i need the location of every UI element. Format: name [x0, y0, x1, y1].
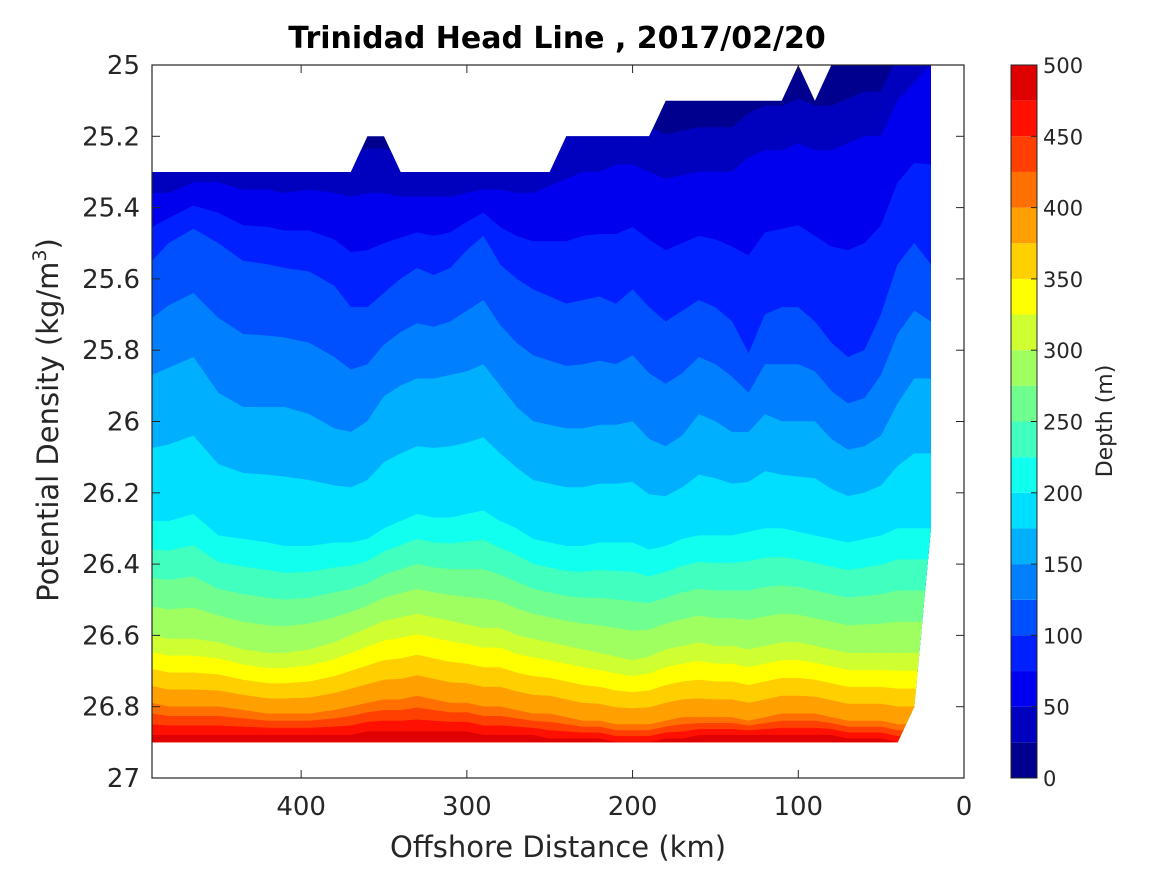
y-tick-label: 26.4	[82, 550, 140, 580]
colorbar-tick-label: 300	[1043, 339, 1083, 363]
colorbar-tick-label: 350	[1043, 268, 1083, 292]
y-tick-label: 26	[107, 408, 140, 438]
colorbar-swatch	[1011, 564, 1037, 600]
colorbar-tick-label: 50	[1043, 696, 1070, 720]
colorbar-tick-label: 200	[1043, 482, 1083, 506]
colorbar-swatch	[1011, 314, 1037, 351]
y-tick-label: 25	[107, 51, 140, 81]
y-tick-label: 25.2	[82, 122, 140, 152]
colorbar-swatch	[1011, 671, 1037, 707]
colorbar-swatch	[1011, 599, 1037, 636]
x-tick-label: 100	[773, 792, 823, 822]
x-tick-label: 0	[956, 792, 973, 822]
colorbar-tick-label: 400	[1043, 197, 1083, 221]
y-tick-label: 25.6	[82, 265, 140, 295]
contour-fill-group	[152, 65, 931, 743]
colorbar-swatch	[1011, 528, 1037, 565]
y-tick-label: 26.2	[82, 479, 140, 509]
colorbar-tick-label: 500	[1043, 54, 1083, 78]
chart-title: Trinidad Head Line , 2017/02/20	[288, 21, 825, 56]
colorbar-swatch	[1011, 385, 1037, 422]
colorbar-swatch	[1011, 100, 1037, 137]
colorbar-swatch	[1011, 65, 1037, 101]
y-tick-label: 27	[107, 764, 140, 794]
colorbar-swatch	[1011, 706, 1037, 743]
colorbar-swatch	[1011, 171, 1037, 208]
colorbar-swatch	[1011, 350, 1037, 386]
x-axis: 400 300 200 100 0	[276, 65, 972, 822]
y-tick-label: 26.6	[82, 621, 140, 651]
colorbar-swatch	[1011, 136, 1037, 172]
colorbar-tick-label: 250	[1043, 411, 1083, 435]
colorbar-tick-label: 450	[1043, 125, 1083, 149]
x-tick-label: 400	[276, 792, 326, 822]
colorbar-swatch	[1011, 207, 1037, 244]
y-axis: 25 25.2 25.4 25.6 25.8 26 26.2 26.4 26.6 26.8 27	[82, 51, 964, 794]
colorbar-tick-label: 100	[1043, 624, 1083, 648]
y-tick-label: 25.4	[82, 194, 140, 224]
colorbar: 0 50 100 150 200 250 300 350 400 450 500	[1010, 54, 1083, 791]
y-axis-label: Potential Density (kg/m3)	[29, 238, 65, 602]
colorbar-swatch	[1011, 421, 1037, 458]
colorbar-swatch	[1011, 492, 1037, 529]
colorbar-swatch	[1011, 243, 1037, 279]
colorbar-swatch	[1011, 635, 1037, 672]
y-tick-label: 25.8	[82, 336, 140, 366]
colorbar-swatch	[1011, 457, 1037, 493]
colorbar-swatch	[1011, 278, 1037, 315]
x-tick-label: 200	[608, 792, 658, 822]
x-axis-label: Offshore Distance (km)	[390, 830, 726, 864]
contour-band	[152, 731, 931, 743]
x-tick-label: 300	[442, 792, 492, 822]
colorbar-tick-label: 150	[1043, 553, 1083, 577]
colorbar-swatch	[1011, 742, 1037, 778]
colorbar-label: Depth (m)	[1093, 365, 1118, 478]
y-tick-label: 26.8	[82, 693, 140, 723]
colorbar-tick-label: 0	[1043, 767, 1056, 791]
